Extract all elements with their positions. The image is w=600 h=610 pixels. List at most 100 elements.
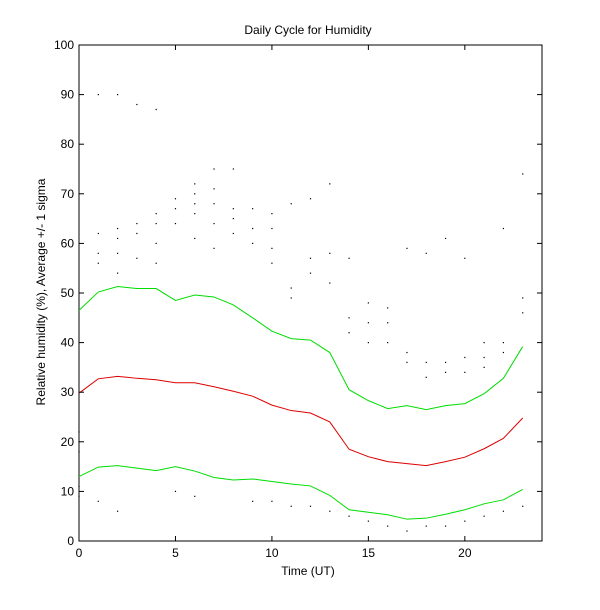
observation-point-67: [444, 361, 447, 364]
observation-point-31: [232, 168, 234, 170]
observation-point-60: [406, 247, 408, 249]
observation-point-15: [155, 222, 157, 225]
observation-point-56: [367, 342, 369, 344]
observation-point-102: [483, 515, 485, 517]
observation-point-46: [309, 257, 312, 259]
observation-point-13: [155, 108, 157, 111]
observation-point-8: [116, 272, 119, 274]
observation-point-42: [290, 203, 292, 205]
observation-point-11: [136, 232, 138, 235]
observation-point-57: [387, 307, 389, 309]
observation-point-47: [309, 272, 312, 274]
observation-point-70: [464, 356, 466, 359]
observation-point-92: [290, 505, 292, 507]
y-tick-label-0: 0: [67, 534, 74, 548]
y-tick-label-40: 40: [61, 336, 75, 350]
observation-point-98: [406, 530, 408, 532]
plot-area: [78, 44, 543, 542]
observation-points: [78, 94, 524, 532]
observation-point-7: [116, 252, 119, 254]
y-tick-label-60: 60: [61, 236, 75, 250]
observation-point-43: [290, 287, 292, 289]
observation-point-39: [271, 227, 273, 230]
observation-point-52: [348, 317, 350, 319]
observation-point-90: [252, 500, 254, 502]
observation-point-48: [329, 183, 331, 185]
y-tick-label-10: 10: [61, 484, 75, 498]
observation-point-20: [174, 222, 177, 225]
observation-point-30: [213, 247, 215, 249]
observation-point-18: [174, 198, 177, 200]
observation-point-49: [329, 252, 331, 254]
observation-point-84: [78, 485, 80, 488]
observation-point-0: [97, 94, 99, 96]
observation-point-24: [194, 213, 196, 215]
observation-point-5: [116, 227, 119, 230]
observation-point-91: [271, 500, 273, 502]
observation-point-72: [483, 342, 485, 344]
x-tick-label-0: 0: [76, 546, 83, 560]
observation-point-10: [136, 222, 138, 225]
observation-point-32: [232, 208, 234, 210]
y-tick-label-30: 30: [61, 385, 75, 399]
observation-point-80: [522, 312, 524, 314]
observation-point-25: [194, 237, 196, 240]
observation-point-26: [213, 168, 215, 170]
series-lines: [78, 286, 524, 520]
x-tick-label-10: 10: [265, 546, 279, 560]
observation-point-104: [522, 505, 524, 507]
observation-point-50: [329, 282, 331, 284]
observation-point-40: [271, 247, 273, 249]
observation-point-73: [483, 356, 485, 359]
observation-point-12: [136, 257, 138, 259]
observation-point-71: [464, 371, 466, 373]
observation-point-97: [387, 525, 389, 527]
y-tick-label-70: 70: [61, 187, 75, 201]
observation-point-78: [522, 173, 524, 175]
observation-point-99: [425, 525, 427, 527]
observation-point-93: [309, 505, 312, 507]
y-tick-label-80: 80: [61, 137, 75, 151]
x-tick-label-5: 5: [172, 546, 179, 560]
observation-point-2: [97, 252, 99, 254]
observation-point-54: [367, 302, 369, 304]
x-axis-label: Time (UT): [281, 564, 335, 578]
observation-point-103: [502, 510, 505, 512]
observation-point-58: [387, 322, 389, 324]
observation-point-100: [444, 525, 447, 527]
observation-point-75: [502, 227, 505, 230]
observation-point-14: [155, 213, 157, 215]
observation-point-44: [290, 297, 292, 299]
observation-point-96: [367, 520, 369, 522]
observation-point-16: [155, 242, 157, 244]
observation-point-76: [502, 342, 505, 344]
observation-point-17: [155, 262, 157, 264]
observation-point-53: [348, 332, 350, 334]
observation-point-85: [78, 495, 80, 497]
observation-point-22: [194, 193, 196, 195]
observation-point-94: [329, 510, 331, 512]
x-tick-label-20: 20: [458, 546, 472, 560]
observation-point-79: [522, 297, 524, 299]
average-line: [78, 375, 524, 467]
observation-point-27: [213, 188, 215, 190]
observation-point-89: [194, 495, 196, 497]
observation-point-23: [194, 203, 196, 205]
observation-point-55: [367, 322, 369, 324]
observation-point-77: [502, 351, 505, 354]
observation-point-86: [97, 500, 99, 502]
observation-point-59: [387, 342, 389, 344]
observation-point-61: [406, 351, 408, 354]
observation-point-3: [97, 262, 99, 264]
observation-point-68: [444, 371, 447, 373]
x-axis-ticks: 0 5 10 15 20: [76, 45, 472, 560]
observation-point-63: [425, 252, 427, 254]
observation-point-64: [425, 361, 427, 364]
observation-point-95: [348, 515, 350, 517]
observation-point-101: [464, 520, 466, 522]
observation-point-35: [252, 208, 254, 210]
observation-point-51: [348, 257, 350, 259]
observation-point-28: [213, 203, 215, 205]
observation-point-9: [136, 103, 138, 106]
